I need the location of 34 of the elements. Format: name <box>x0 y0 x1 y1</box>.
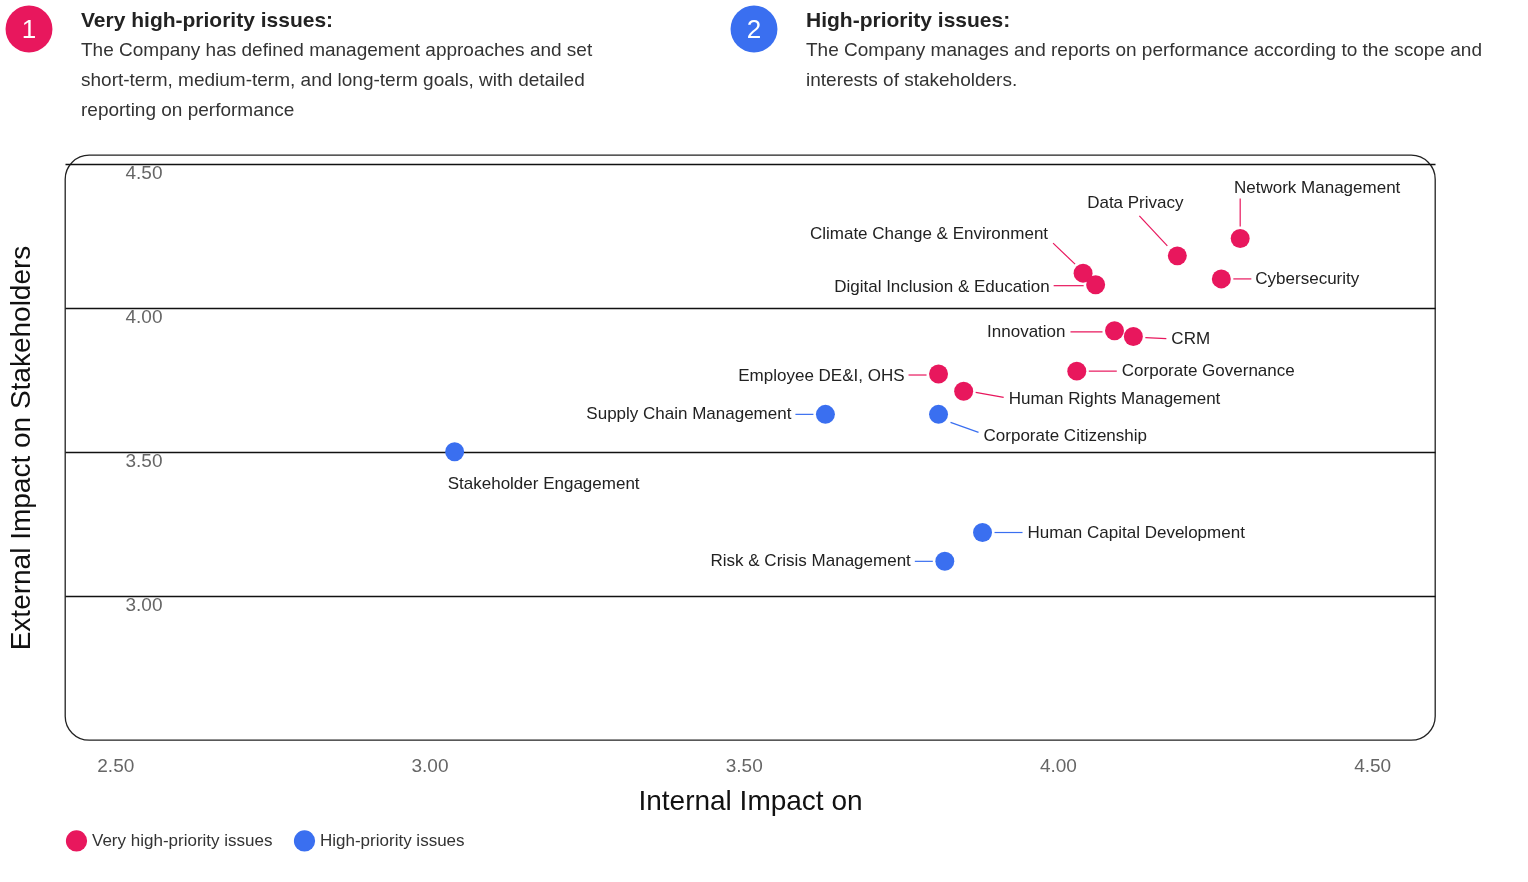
text: The Company manages and reports on performance according to the scope and interests of stakeholders. <box>806 39 1482 90</box>
annotation: Employee DE&I, OHS <box>738 366 905 386</box>
y-tick-label: 4.50 <box>125 162 163 184</box>
annotation: Corporate Citizenship <box>983 426 1147 446</box>
annotation: Human Capital Development <box>1027 522 1246 542</box>
annotation: Data Privacy <box>1087 192 1185 212</box>
text: High-priority issues: <box>806 8 1011 31</box>
annotation: Corporate Governance <box>1121 361 1295 381</box>
annotation: Digital Inclusion & Education <box>834 276 1050 296</box>
x-tick-label: 3.00 <box>411 754 449 776</box>
text: 1 <box>21 14 37 44</box>
y-tick-label: 3.50 <box>125 450 163 472</box>
annotation: Cybersecurity <box>1255 268 1360 288</box>
text: Very high-priority issues: <box>81 8 334 31</box>
x-tick-label: 2.50 <box>97 754 135 776</box>
text: The Company has defined management approaches and set short-term, medium-term, and long-term goals, with detailed reporting on performance <box>81 39 593 120</box>
y-tick-label: 3.00 <box>125 594 163 616</box>
annotation: Climate Change & Environment <box>809 224 1049 244</box>
x-axis-title: Internal Impact on <box>638 784 863 816</box>
y-tick-label: 4.00 <box>125 306 163 328</box>
annotation: CRM <box>1171 328 1211 348</box>
x-tick-label: 4.50 <box>1354 754 1392 776</box>
legend-label: High-priority issues <box>320 830 465 850</box>
annotation: Human Rights Management <box>1008 389 1221 409</box>
annotation: Innovation <box>987 321 1066 341</box>
y-axis-title: External Impact on Stakeholders <box>4 245 36 651</box>
x-tick-label: 4.00 <box>1039 754 1077 776</box>
annotation: Network Management <box>1234 177 1401 197</box>
text: 2 <box>746 14 762 44</box>
annotation: Supply Chain Management <box>586 404 792 424</box>
legend-label: Very high-priority issues <box>92 830 273 850</box>
annotation: Stakeholder Engagement <box>447 473 640 493</box>
annotation: Risk & Crisis Management <box>710 551 912 571</box>
x-tick-label: 3.50 <box>725 754 763 776</box>
